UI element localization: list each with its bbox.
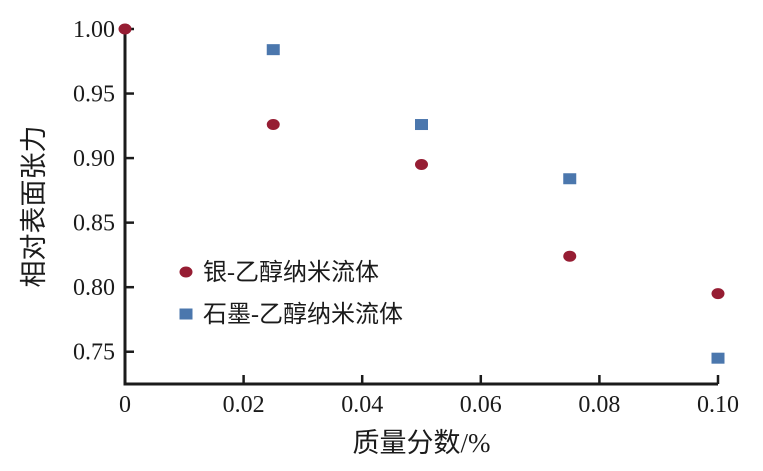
y-tick-label: 0.90 [73, 146, 115, 172]
data-point [563, 173, 577, 185]
x-tick-label: 0.06 [460, 392, 502, 418]
data-point [266, 119, 280, 131]
data-point [563, 250, 577, 262]
data-point [415, 159, 428, 171]
y-tick-label: 0.95 [73, 82, 115, 108]
data-point [415, 119, 428, 131]
legend-marker [179, 266, 193, 278]
data-point [266, 44, 280, 56]
y-tick-label: 0.85 [73, 211, 115, 237]
legend-label: 石墨-乙醇纳米流体 [203, 301, 403, 328]
x-tick-label: 0 [119, 392, 131, 418]
y-tick-label: 1.00 [73, 17, 115, 43]
x-tick-label: 0.10 [697, 392, 739, 418]
x-axis-title: 质量分数/% [353, 428, 491, 458]
data-point [118, 23, 132, 35]
data-point [711, 352, 725, 364]
legend-marker [179, 308, 193, 320]
y-tick-label: 0.80 [73, 275, 115, 301]
y-axis-title: 相对表面张力 [19, 126, 49, 288]
x-tick-label: 0.08 [578, 392, 620, 418]
x-tick-label: 0.04 [341, 392, 383, 418]
legend-label: 银-乙醇纳米流体 [203, 259, 379, 286]
y-tick-label: 0.75 [73, 340, 115, 366]
x-tick-label: 0.02 [223, 392, 265, 418]
data-point [711, 288, 725, 300]
